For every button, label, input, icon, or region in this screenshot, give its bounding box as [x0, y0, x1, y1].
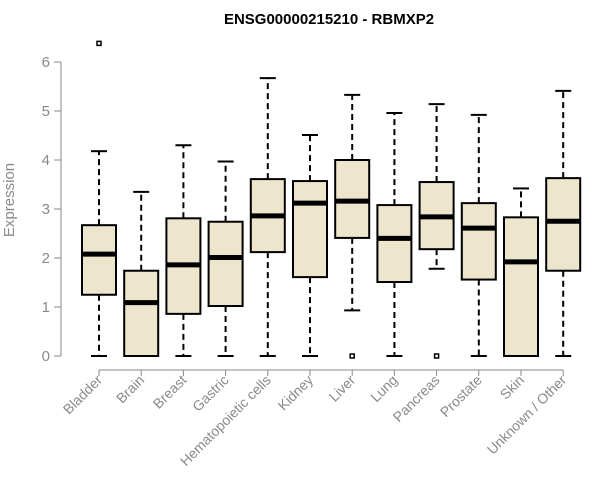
box-iqr: [81, 224, 117, 296]
y-tick-label: 5: [42, 103, 50, 120]
x-tick-label: Brain: [113, 372, 147, 406]
y-tick-label: 0: [42, 348, 50, 365]
x-tick-label: Breast: [150, 372, 190, 412]
y-tick-label: 2: [42, 250, 50, 267]
box-iqr: [460, 202, 497, 281]
box-iqr: [376, 204, 413, 284]
box-series: [81, 40, 582, 359]
box-iqr: [123, 269, 160, 357]
box-kidney: [292, 134, 328, 357]
x-tick-label: Kidney: [275, 372, 317, 414]
box-unknown-other: [545, 89, 582, 357]
y-axis: 0 1 2 3 4 5 6: [42, 54, 62, 365]
outlier-point: [96, 40, 102, 47]
box-gastric: [207, 160, 244, 357]
chart-title: ENSG00000215210 - RBMXP2: [224, 11, 434, 28]
y-tick-label: 1: [42, 299, 50, 316]
box-hematopoietic-cells: [249, 77, 286, 357]
x-tick-label: Skin: [497, 372, 528, 403]
x-tick-label: Liver: [326, 372, 359, 405]
x-tick-label: Unknown / Other: [484, 372, 570, 458]
y-axis-label: Expression: [1, 163, 18, 237]
y-tick-label: 3: [42, 201, 50, 218]
box-skin: [503, 187, 539, 357]
box-iqr: [503, 216, 539, 357]
x-tick-label: Prostate: [437, 372, 485, 420]
x-tick-label: Pancreas: [390, 372, 443, 425]
box-bladder: [81, 40, 117, 357]
box-lung: [376, 111, 413, 357]
y-tick-label: 6: [42, 54, 50, 71]
box-iqr: [545, 177, 582, 272]
x-tick-label: Bladder: [60, 372, 106, 418]
box-prostate: [460, 113, 497, 357]
box-iqr: [292, 180, 328, 279]
y-tick-label: 4: [42, 152, 50, 169]
box-liver: [334, 93, 371, 359]
outlier-point: [433, 353, 440, 359]
box-breast: [165, 144, 202, 357]
outlier-point: [349, 353, 355, 359]
x-tick-label: Lung: [367, 372, 400, 405]
box-pancreas: [418, 103, 455, 359]
box-iqr: [207, 220, 244, 308]
box-brain: [123, 190, 160, 357]
